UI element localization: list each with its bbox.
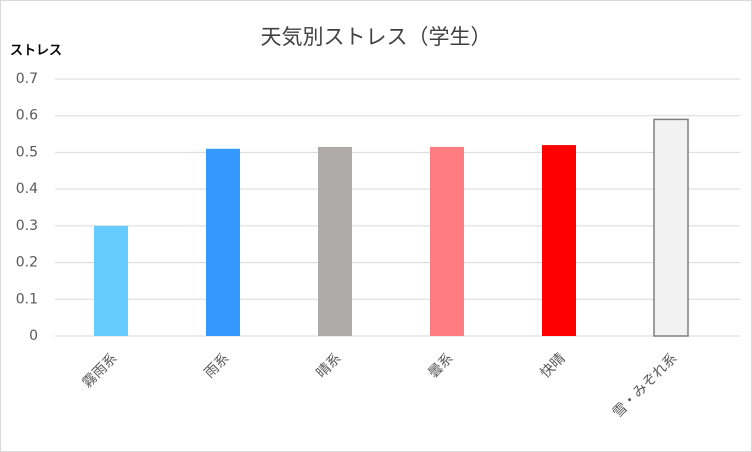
bar [318, 146, 352, 336]
y-tick-label: 0.5 [16, 144, 38, 160]
bar [206, 148, 240, 336]
bar [653, 118, 689, 337]
y-tick-label: 0.6 [16, 108, 38, 124]
y-tick-label: 0.2 [16, 255, 38, 271]
y-tick-label: 0 [29, 328, 38, 344]
y-tick-label: 0.1 [16, 291, 38, 307]
chart-title: 天気別ストレス（学生） [261, 25, 492, 49]
bar [94, 225, 128, 336]
bar [542, 145, 576, 336]
y-tick-label: 0.4 [16, 181, 38, 197]
y-axis-title: ストレス [10, 44, 62, 59]
bar [430, 146, 464, 336]
y-tick-label: 0.3 [16, 218, 38, 234]
y-tick-label: 0.7 [16, 71, 38, 87]
